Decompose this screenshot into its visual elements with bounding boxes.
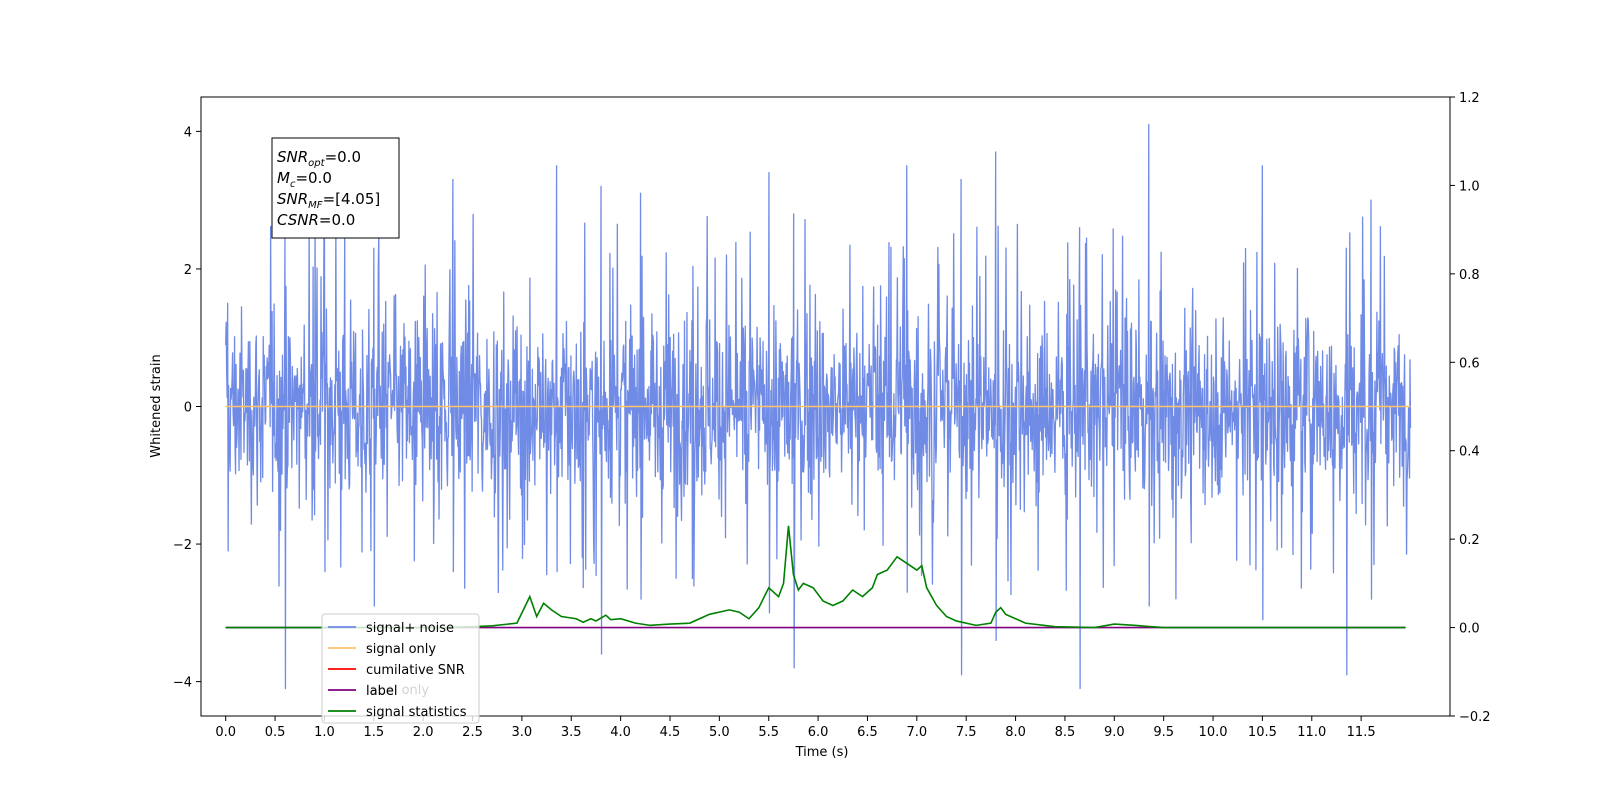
- x-tick-label: 0.0: [215, 725, 236, 740]
- y-tick-label: 4: [184, 125, 192, 140]
- info-symbol: SNR: [277, 190, 308, 208]
- x-tick-label: 9.0: [1104, 725, 1125, 740]
- info-value: =0.0: [325, 148, 361, 166]
- x-tick-label: 2.0: [413, 725, 434, 740]
- y2-tick-label: 0.8: [1459, 268, 1480, 283]
- x-tick-label: 2.5: [462, 725, 483, 740]
- legend-hidden-entry: label only: [366, 683, 429, 698]
- legend-label: signal only: [366, 642, 436, 657]
- signal-statistics-line: [225, 525, 1406, 629]
- x-tick-label: 11.0: [1297, 725, 1326, 740]
- x-tick-label: 3.5: [561, 725, 582, 740]
- y-tick-label: −4: [173, 676, 192, 691]
- x-tick-label: 7.0: [906, 725, 927, 740]
- x-tick-label: 5.5: [758, 725, 779, 740]
- legend-frame: [321, 613, 480, 724]
- signal-noise-series: [225, 123, 1412, 690]
- y-axis-right: 1.2 1.0 0.8 0.6 0.4 0.2 0.0 −0.2: [1450, 91, 1491, 725]
- x-tick-label: 5.0: [709, 725, 730, 740]
- x-tick-label: 11.5: [1347, 725, 1376, 740]
- y2-tick-label: 1.0: [1459, 179, 1480, 194]
- info-subscript: opt: [308, 158, 325, 169]
- x-tick-label: 6.5: [857, 725, 878, 740]
- legend-label: signal+ noise: [366, 621, 454, 636]
- y-tick-label: 0: [184, 401, 192, 416]
- x-tick-label: 4.0: [610, 725, 631, 740]
- info-symbol: CSNR: [277, 211, 319, 229]
- info-line: Mc=0.0: [277, 169, 332, 190]
- y2-tick-label: −0.2: [1459, 710, 1491, 725]
- x-axis-label: Time (s): [795, 745, 849, 760]
- x-tick-label: 6.0: [808, 725, 829, 740]
- legend-label: label: [366, 684, 397, 699]
- info-line: CSNR=0.0: [277, 211, 355, 229]
- info-line: SNRopt=0.0: [277, 148, 361, 169]
- info-value: =[4.05]: [323, 190, 381, 208]
- x-tick-label: 8.0: [1005, 725, 1026, 740]
- x-tick-label: 10.0: [1199, 725, 1228, 740]
- info-box-frame: [271, 137, 400, 239]
- x-tick-label: 9.5: [1153, 725, 1174, 740]
- x-tick-label: 1.5: [363, 725, 384, 740]
- x-axis: 0.0 0.5 1.0 1.5 2.0 2.5 3.0 3.5 4.0 4.5 5.0 5.5 6.0 6…: [215, 716, 1376, 740]
- info-value: =0.0: [295, 169, 331, 187]
- legend-label: cumilative SNR: [366, 663, 465, 678]
- x-tick-label: 7.5: [956, 725, 977, 740]
- y2-tick-label: 0.2: [1459, 533, 1480, 548]
- info-value: =0.0: [319, 211, 355, 229]
- y-axis-left: 4 2 0 −2 −4: [173, 125, 201, 691]
- x-tick-label: 4.5: [660, 725, 681, 740]
- y2-tick-label: 0.4: [1459, 445, 1480, 460]
- info-subscript: MF: [308, 200, 323, 211]
- info-symbol: M: [277, 169, 290, 187]
- info-subscript: c: [290, 179, 296, 190]
- legend-label: signal statistics: [366, 705, 467, 720]
- y-tick-label: 2: [184, 263, 192, 278]
- x-tick-label: 8.5: [1055, 725, 1076, 740]
- signal-noise-line: [225, 123, 1412, 690]
- y2-tick-label: 0.0: [1459, 622, 1480, 637]
- x-tick-label: 1.0: [314, 725, 335, 740]
- y2-tick-label: 1.2: [1459, 91, 1480, 106]
- x-tick-label: 0.5: [265, 725, 286, 740]
- y-tick-label: −2: [173, 538, 192, 553]
- legend: label only signal+ noise signal only cumila…: [321, 613, 480, 724]
- x-tick-label: 10.5: [1248, 725, 1277, 740]
- y2-tick-label: 0.6: [1459, 356, 1480, 371]
- y-axis-label: Whitened strain: [149, 354, 164, 457]
- info-line: SNRMF=[4.05]: [277, 190, 380, 211]
- info-symbol: SNR: [277, 148, 308, 166]
- x-tick-label: 3.0: [512, 725, 533, 740]
